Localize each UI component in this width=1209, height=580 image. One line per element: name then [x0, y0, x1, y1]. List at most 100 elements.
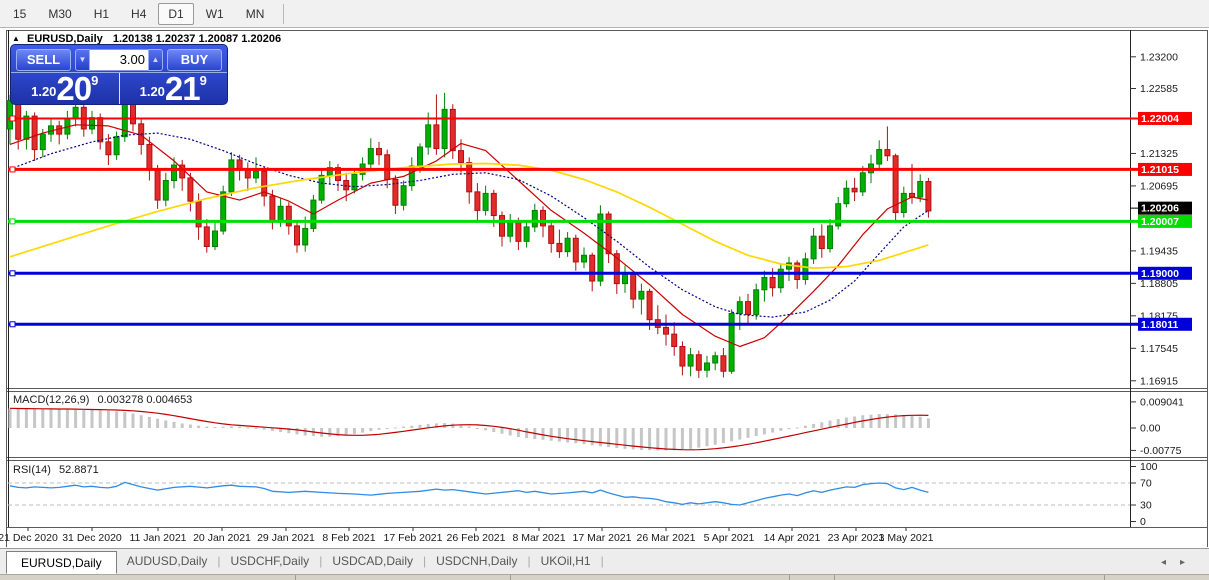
timeframe-button-15[interactable]: 15 [13, 6, 27, 21]
timeframe-button-m30[interactable]: M30 [48, 6, 72, 21]
rsi-name: RSI(14) [13, 464, 51, 476]
sell-price-base: 1.20 [31, 84, 57, 99]
svg-text:23 Apr 2021: 23 Apr 2021 [828, 532, 885, 544]
volume-input[interactable] [90, 48, 148, 71]
macd-pane: 0.009041 0.00 -0.00775 [8, 396, 1184, 457]
tab-scroll-arrows[interactable]: ◂▸ [1160, 557, 1199, 568]
hline-1.22004[interactable]: 1.22004 [8, 111, 1192, 125]
chart-title: ▲ EURUSD,Daily 1.20138 1.20237 1.20087 1… [12, 33, 281, 45]
chart-symbol-label: EURUSD,Daily [26, 33, 103, 45]
svg-text:17 Feb 2021: 17 Feb 2021 [384, 532, 443, 544]
sell-price-button[interactable]: 1.20 20 9 [11, 70, 120, 107]
volume-decrease-button[interactable]: ▼ [75, 48, 90, 71]
timeframe-button-w1[interactable]: W1 [205, 6, 224, 21]
hline-1.21015[interactable]: 1.21015 [8, 162, 1192, 176]
sell-button[interactable]: SELL [16, 48, 71, 71]
svg-text:1.22585: 1.22585 [1140, 83, 1178, 95]
sell-price-sup: 9 [91, 73, 99, 88]
svg-text:8 Feb 2021: 8 Feb 2021 [322, 532, 375, 544]
buy-price-base: 1.20 [139, 84, 165, 99]
svg-text:1.19000: 1.19000 [1141, 268, 1179, 280]
date-axis: 21 Dec 2020 31 Dec 2020 11 Jan 2021 20 Jan … [0, 527, 934, 544]
ma-fast-red [9, 124, 929, 348]
macd-values: 0.003278 0.004653 [97, 394, 193, 406]
svg-text:1.21015: 1.21015 [1141, 164, 1179, 176]
timeframe-button-h4[interactable]: H4 [131, 6, 147, 21]
arrow-up-icon: ▲ [151, 54, 160, 64]
buy-price-sup: 9 [199, 73, 207, 88]
one-click-trading-panel: SELL ▼ ▲ BUY 1.20 20 9 1.20 21 9 [10, 44, 228, 105]
rsi-line [9, 481, 929, 506]
svg-text:8 Mar 2021: 8 Mar 2021 [512, 532, 565, 544]
svg-text:21 Dec 2020: 21 Dec 2020 [0, 532, 58, 544]
tab-separator: | [527, 554, 531, 568]
rsi-pane: 100 70 30 0 [8, 461, 1158, 528]
svg-text:1.17545: 1.17545 [1140, 343, 1178, 355]
tab-usdcad[interactable]: USDCAD,Daily [332, 554, 413, 568]
rsi-value: 52.8871 [58, 464, 99, 476]
svg-text:1.16915: 1.16915 [1140, 375, 1178, 387]
svg-text:0.009041: 0.009041 [1140, 396, 1184, 408]
macd-name: MACD(12,26,9) [13, 394, 90, 406]
tab-separator: | [319, 554, 323, 568]
svg-text:1.18805: 1.18805 [1140, 278, 1178, 290]
volume-increase-button[interactable]: ▲ [148, 48, 163, 71]
tab-ukoil[interactable]: UKOil,H1 [540, 554, 591, 568]
tab-separator: | [217, 554, 221, 568]
svg-text:11 Jan 2021: 11 Jan 2021 [129, 532, 186, 544]
current-price-badge: 1.20206 [1130, 201, 1192, 215]
toolbar-separator [283, 3, 285, 24]
svg-text:0: 0 [1140, 516, 1146, 528]
timeframe-button-d1[interactable]: D1 [158, 2, 194, 25]
svg-text:26 Mar 2021: 26 Mar 2021 [637, 532, 696, 544]
ma-mid-blue [9, 132, 929, 318]
svg-text:1.22004: 1.22004 [1141, 113, 1179, 125]
svg-text:14 Apr 2021: 14 Apr 2021 [764, 532, 821, 544]
svg-text:17 Mar 2021: 17 Mar 2021 [573, 532, 632, 544]
timeframe-button-mn[interactable]: MN [245, 6, 265, 21]
tab-separator: | [423, 554, 427, 568]
svg-text:70: 70 [1140, 478, 1152, 490]
price-chart[interactable]: 1.23200 1.22585 1.21325 1.20695 1.19435 1.188… [0, 28, 1209, 548]
svg-text:1.20695: 1.20695 [1140, 180, 1178, 192]
collapse-chart-icon[interactable]: ▲ [12, 34, 20, 43]
chart-ohlc-values: 1.20138 1.20237 1.20087 1.20206 [112, 33, 282, 45]
macd-indicator-label: MACD(12,26,9) 0.003278 0.004653 [13, 394, 192, 406]
hline-1.18011[interactable]: 1.18011 [8, 317, 1192, 331]
tab-eurusd[interactable]: EURUSD,Daily [6, 551, 117, 574]
svg-text:1.18011: 1.18011 [1141, 319, 1179, 331]
tab-audusd[interactable]: AUDUSD,Daily [126, 554, 208, 568]
sell-price-big: 20 [56, 70, 92, 107]
hline-1.20007[interactable]: 1.20007 [8, 214, 1192, 228]
timeframe-toolbar: 15 M30 H1 H4 D1 W1 MN [0, 0, 1209, 28]
hline-1.19000[interactable]: 1.19000 [8, 266, 1192, 280]
svg-text:1.23200: 1.23200 [1140, 51, 1178, 63]
svg-text:3 May 2021: 3 May 2021 [879, 532, 934, 544]
svg-text:100: 100 [1140, 461, 1158, 473]
candles-layer [7, 92, 932, 378]
svg-text:0.00: 0.00 [1140, 423, 1161, 435]
tab-usdcnh[interactable]: USDCNH,Daily [436, 554, 518, 568]
buy-price-button[interactable]: 1.20 21 9 [120, 70, 228, 107]
svg-text:1.21325: 1.21325 [1140, 148, 1178, 160]
macd-signal-line [9, 407, 929, 451]
tab-usdchf[interactable]: USDCHF,Daily [230, 554, 310, 568]
buy-price-big: 21 [164, 70, 201, 107]
chart-background [0, 28, 1209, 548]
svg-text:31 Dec 2020: 31 Dec 2020 [62, 532, 122, 544]
svg-text:30: 30 [1140, 500, 1152, 512]
buy-button[interactable]: BUY [167, 48, 222, 71]
svg-text:5 Apr 2021: 5 Apr 2021 [704, 532, 755, 544]
arrow-down-icon: ▼ [78, 54, 87, 64]
svg-text:1.20206: 1.20206 [1141, 203, 1179, 215]
svg-text:1.19435: 1.19435 [1140, 245, 1178, 257]
price-axis: 1.23200 1.22585 1.21325 1.20695 1.19435 1.188… [1130, 51, 1178, 387]
svg-text:-0.00775: -0.00775 [1140, 445, 1182, 457]
svg-text:26 Feb 2021: 26 Feb 2021 [447, 532, 506, 544]
tab-separator: | [600, 554, 604, 568]
svg-text:29 Jan 2021: 29 Jan 2021 [257, 532, 315, 544]
rsi-indicator-label: RSI(14) 52.8871 [13, 464, 99, 476]
timeframe-button-h1[interactable]: H1 [93, 6, 110, 21]
chart-tabs-bar: ◂▸ EURUSD,Daily AUDUSD,Daily | USDCHF,Daily… [0, 548, 1209, 574]
